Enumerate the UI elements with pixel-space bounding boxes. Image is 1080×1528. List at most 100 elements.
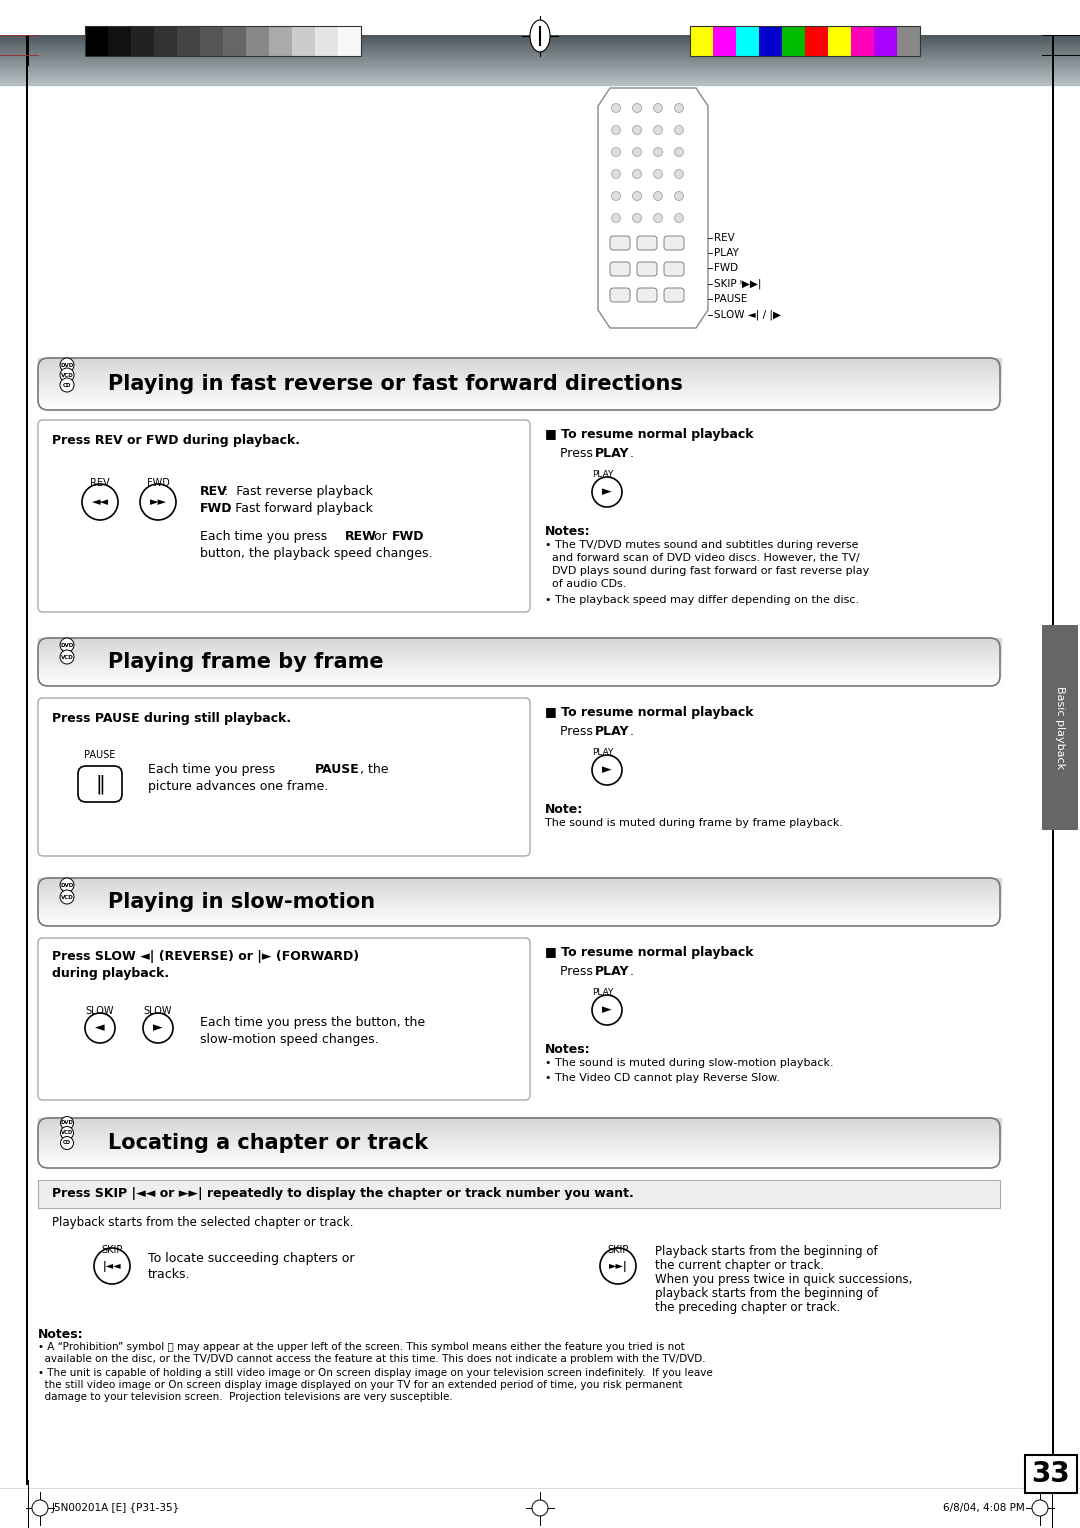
Text: VCD: VCD bbox=[60, 373, 73, 377]
Text: PAUSE: PAUSE bbox=[714, 293, 747, 304]
Text: FWD: FWD bbox=[147, 478, 170, 487]
Circle shape bbox=[592, 755, 622, 785]
Text: during playback.: during playback. bbox=[52, 967, 170, 979]
FancyBboxPatch shape bbox=[38, 938, 530, 1100]
Bar bbox=[690, 26, 920, 57]
Text: or: or bbox=[370, 530, 391, 542]
Bar bbox=[851, 26, 874, 57]
FancyBboxPatch shape bbox=[664, 235, 684, 251]
FancyBboxPatch shape bbox=[610, 235, 630, 251]
Bar bbox=[338, 26, 361, 57]
Circle shape bbox=[653, 214, 662, 223]
FancyBboxPatch shape bbox=[637, 261, 657, 277]
Text: , the: , the bbox=[360, 762, 389, 776]
Circle shape bbox=[140, 484, 176, 520]
Text: Playback starts from the selected chapter or track.: Playback starts from the selected chapte… bbox=[52, 1216, 353, 1229]
Bar bbox=[690, 26, 713, 57]
Bar bbox=[85, 26, 108, 57]
Circle shape bbox=[611, 125, 621, 134]
Circle shape bbox=[1032, 1500, 1048, 1516]
Circle shape bbox=[675, 104, 684, 113]
Text: Playback starts from the beginning of: Playback starts from the beginning of bbox=[654, 1245, 878, 1258]
Circle shape bbox=[143, 1013, 173, 1044]
Text: Press SLOW ◄| (REVERSE) or |► (FORWARD): Press SLOW ◄| (REVERSE) or |► (FORWARD) bbox=[52, 950, 360, 963]
Text: PLAY: PLAY bbox=[592, 471, 613, 478]
Circle shape bbox=[60, 1126, 73, 1140]
Text: VCD: VCD bbox=[60, 654, 73, 660]
Text: ‖: ‖ bbox=[95, 775, 105, 793]
Bar bbox=[108, 26, 131, 57]
Text: • The playback speed may differ depending on the disc.: • The playback speed may differ dependin… bbox=[545, 594, 859, 605]
Bar bbox=[200, 26, 222, 57]
Bar bbox=[154, 26, 177, 57]
Text: : Fast forward playback: : Fast forward playback bbox=[227, 503, 373, 515]
Text: SKIP: SKIP bbox=[102, 1245, 123, 1254]
Text: • A “Prohibition” symbol ⛔ may appear at the upper left of the screen. This symb: • A “Prohibition” symbol ⛔ may appear at… bbox=[38, 1342, 685, 1352]
Bar bbox=[1025, 1455, 1077, 1493]
Circle shape bbox=[633, 148, 642, 156]
Text: Notes:: Notes: bbox=[545, 1044, 591, 1056]
FancyBboxPatch shape bbox=[637, 235, 657, 251]
Text: and forward scan of DVD video discs. However, the TV/: and forward scan of DVD video discs. How… bbox=[545, 553, 860, 562]
Text: 6/8/04, 4:08 PM: 6/8/04, 4:08 PM bbox=[943, 1504, 1025, 1513]
Text: PLAY: PLAY bbox=[595, 448, 630, 460]
Circle shape bbox=[633, 125, 642, 134]
FancyBboxPatch shape bbox=[38, 420, 530, 613]
Circle shape bbox=[653, 191, 662, 200]
Circle shape bbox=[633, 170, 642, 179]
Text: DVD: DVD bbox=[60, 883, 73, 888]
Circle shape bbox=[60, 1137, 73, 1149]
Text: SLOW: SLOW bbox=[144, 1005, 172, 1016]
Text: ◄: ◄ bbox=[95, 1022, 105, 1034]
Text: SLOW ◄| / |▶: SLOW ◄| / |▶ bbox=[714, 310, 781, 321]
Text: Note:: Note: bbox=[545, 804, 583, 816]
Circle shape bbox=[85, 1013, 114, 1044]
Circle shape bbox=[592, 995, 622, 1025]
Circle shape bbox=[60, 368, 75, 382]
Text: slow-motion speed changes.: slow-motion speed changes. bbox=[200, 1033, 379, 1047]
Text: • The sound is muted during slow-motion playback.: • The sound is muted during slow-motion … bbox=[545, 1057, 834, 1068]
Ellipse shape bbox=[530, 20, 550, 52]
Text: Press: Press bbox=[561, 448, 597, 460]
Bar bbox=[177, 26, 200, 57]
Circle shape bbox=[675, 214, 684, 223]
Bar bbox=[805, 26, 828, 57]
Text: Playing in fast reverse or fast forward directions: Playing in fast reverse or fast forward … bbox=[108, 374, 683, 394]
Circle shape bbox=[611, 148, 621, 156]
Text: Each time you press: Each time you press bbox=[200, 530, 332, 542]
Text: ►►: ►► bbox=[149, 497, 166, 507]
Text: SKIP ᑊ▶▶|: SKIP ᑊ▶▶| bbox=[714, 278, 761, 289]
Text: DVD: DVD bbox=[60, 1120, 73, 1126]
FancyBboxPatch shape bbox=[78, 766, 122, 802]
Text: Press: Press bbox=[561, 966, 597, 978]
Text: • The unit is capable of holding a still video image or On screen display image : • The unit is capable of holding a still… bbox=[38, 1368, 713, 1378]
Polygon shape bbox=[598, 89, 708, 329]
Text: PLAY: PLAY bbox=[592, 989, 613, 996]
Circle shape bbox=[653, 104, 662, 113]
Text: .: . bbox=[630, 448, 634, 460]
FancyBboxPatch shape bbox=[664, 261, 684, 277]
Circle shape bbox=[675, 191, 684, 200]
Text: the preceding chapter or track.: the preceding chapter or track. bbox=[654, 1300, 840, 1314]
Bar bbox=[759, 26, 782, 57]
Text: • The Video CD cannot play Reverse Slow.: • The Video CD cannot play Reverse Slow. bbox=[545, 1073, 780, 1083]
Text: PAUSE: PAUSE bbox=[315, 762, 360, 776]
Circle shape bbox=[633, 104, 642, 113]
Text: Notes:: Notes: bbox=[545, 526, 591, 538]
Circle shape bbox=[60, 639, 75, 652]
Text: Basic playback: Basic playback bbox=[1055, 686, 1065, 769]
Circle shape bbox=[675, 170, 684, 179]
Circle shape bbox=[532, 1500, 548, 1516]
Text: Locating a chapter or track: Locating a chapter or track bbox=[108, 1132, 428, 1154]
Circle shape bbox=[94, 1248, 130, 1284]
Bar bbox=[1042, 625, 1078, 830]
Bar bbox=[269, 26, 292, 57]
Text: Press: Press bbox=[561, 724, 597, 738]
Text: ►: ► bbox=[603, 1004, 611, 1016]
Circle shape bbox=[633, 214, 642, 223]
Circle shape bbox=[611, 214, 621, 223]
FancyBboxPatch shape bbox=[664, 287, 684, 303]
Bar bbox=[0, 0, 1080, 35]
Bar bbox=[38, 1180, 1000, 1209]
FancyBboxPatch shape bbox=[637, 287, 657, 303]
